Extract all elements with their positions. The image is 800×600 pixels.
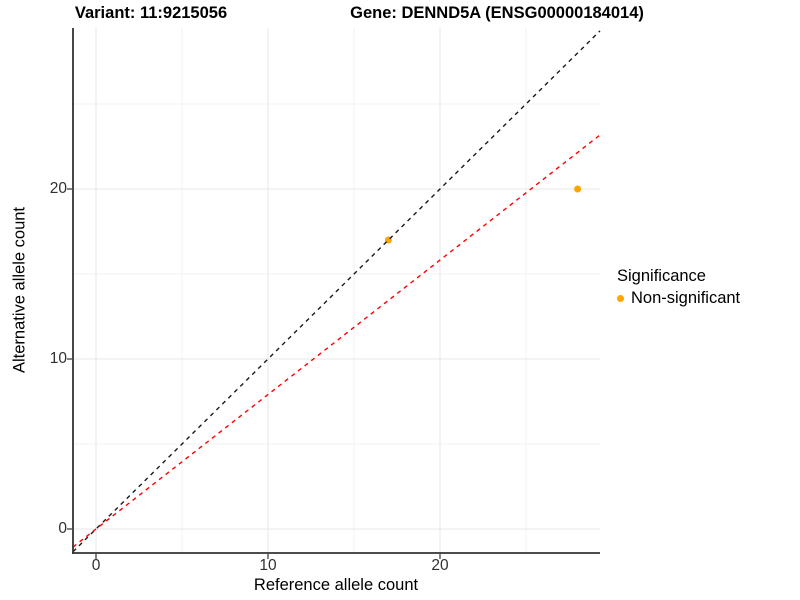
gene-title: Gene: DENND5A (ENSG00000184014) <box>350 4 644 22</box>
x-tick-label: 0 <box>91 557 101 574</box>
legend-items: Non-significant <box>617 289 740 308</box>
legend-point-icon <box>617 295 624 302</box>
legend-item-label: Non-significant <box>631 289 741 307</box>
variant-title: Variant: 11:9215056 <box>74 4 228 22</box>
y-tick-label: 10 <box>49 350 67 367</box>
x-tick-label: 10 <box>259 557 277 574</box>
identity-line <box>72 30 601 553</box>
fitted-line <box>72 134 601 548</box>
x-axis-title: Reference allele count <box>253 576 419 594</box>
y-tick-label: 0 <box>58 520 67 537</box>
data-point <box>574 185 582 193</box>
legend: Significance Non-significant <box>617 266 740 308</box>
x-tick-label: 20 <box>431 557 449 574</box>
legend-title: Significance <box>617 267 706 285</box>
y-tick-label: 20 <box>49 180 67 197</box>
y-axis-title: Alternative allele count <box>10 206 29 374</box>
legend-item: Non-significant <box>617 289 740 308</box>
